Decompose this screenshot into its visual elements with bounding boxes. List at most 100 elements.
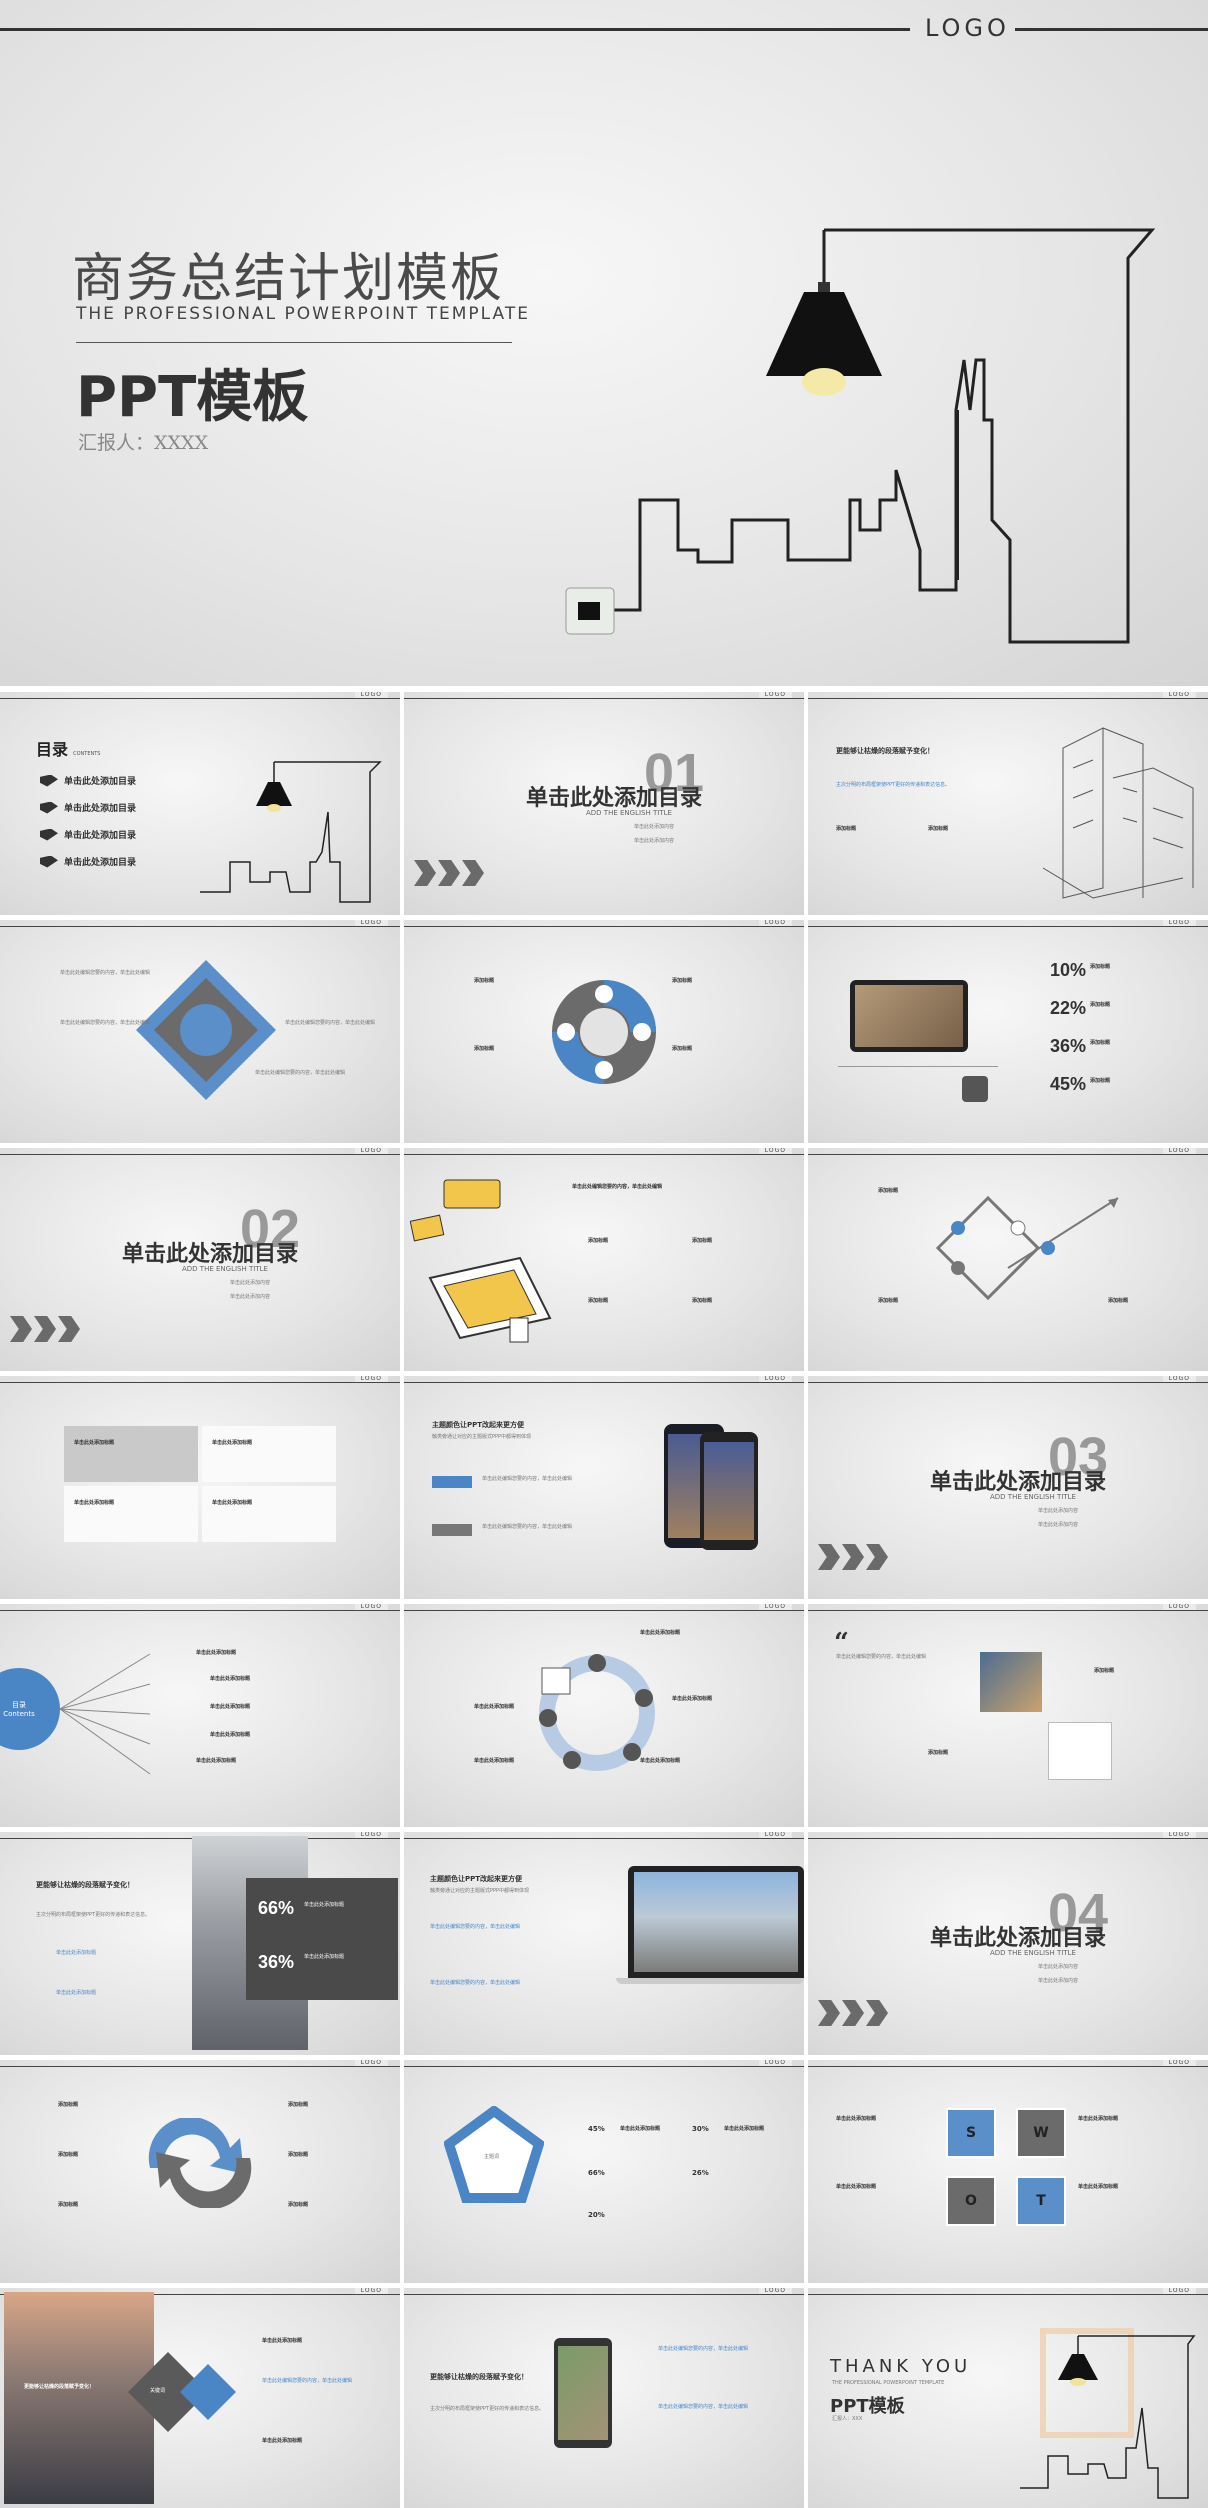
add-title: 添加标题 bbox=[58, 2202, 79, 2208]
cover-top-line-right bbox=[1015, 28, 1208, 31]
cycle-ring-graphic bbox=[552, 980, 656, 1084]
click-title: 单击此处添加标题 bbox=[836, 2116, 877, 2122]
seal-stamp bbox=[1040, 2328, 1134, 2438]
slide-puzzle[interactable]: LOGO 单击此处编辑您要的内容，单击此处编辑 单击此处编辑您要的内容，单击此处… bbox=[0, 920, 400, 1143]
toc-item[interactable]: 单击此处添加目录 bbox=[40, 801, 136, 814]
thank-subtitle: THE PROFESSIONAL POWERPOINT TEMPLATE bbox=[832, 2380, 945, 2386]
body-text: 单击此处编辑您要的内容，单击此处编辑 bbox=[430, 1980, 521, 1986]
lamp-shade bbox=[766, 292, 882, 376]
click-title: 单击此处添加标题 bbox=[210, 1732, 251, 1738]
thank-you-title: THANK YOU bbox=[830, 2356, 972, 2377]
section-bullet: 单击此处添加内容 bbox=[634, 824, 675, 830]
add-title: 添加标题 bbox=[288, 2102, 309, 2108]
click-title: 单击此处添加标题 bbox=[262, 2438, 303, 2444]
add-title: 添加标题 bbox=[1090, 1002, 1111, 1008]
click-title: 单击此处添加标题 bbox=[1078, 2116, 1119, 2122]
slide-refresh-arrows[interactable]: LOGO 添加标题 添加标题 添加标题 添加标题 添加标题 添加标题 bbox=[0, 2060, 400, 2283]
slide-phone[interactable]: LOGO 主题颜色让PPT改起来更方便 触类旁通让对应的主题版式PPP中都得到体… bbox=[404, 1376, 804, 1599]
cover-logo: LOGO bbox=[925, 14, 1010, 42]
cover-title: 商务总结计划模板 bbox=[72, 249, 505, 309]
chevron-arrows-icon bbox=[818, 1544, 888, 1570]
add-title: 添加标题 bbox=[1090, 964, 1111, 970]
add-title: 添加标题 bbox=[474, 978, 495, 984]
slide-toc[interactable]: LOGO 目录 CONTENTS 单击此处添加目录 单击此处添加目录 单击此处添… bbox=[0, 692, 400, 915]
body-text: 单击此处编辑您要的内容，单击此处编辑 bbox=[60, 970, 151, 976]
cover-subtitle: THE PROFESSIONAL POWERPOINT TEMPLATE bbox=[76, 304, 530, 324]
slide-boxes[interactable]: LOGO 单击此处添加标题 单击此处添加标题 单击此处添加标题 单击此处添加标题 bbox=[0, 1376, 400, 1599]
click-title: 单击此处添加标题 bbox=[620, 2126, 661, 2132]
slide-section-01[interactable]: LOGO 01 单击此处添加目录 ADD THE ENGLISH TITLE 单… bbox=[404, 692, 804, 915]
chevron-arrows-icon bbox=[10, 1316, 80, 1342]
slide-thank-you[interactable]: LOGO THANK YOU THE PROFESSIONAL POWERPOI… bbox=[808, 2288, 1208, 2508]
swot-t: T bbox=[1016, 2176, 1066, 2226]
toc-item[interactable]: 单击此处添加目录 bbox=[40, 828, 136, 841]
slide-quote-cloud[interactable]: LOGO “ 单击此处编辑您要的内容，单击此处编辑 添加标题 添加标题 bbox=[808, 1604, 1208, 1827]
section-number: 03 bbox=[1048, 1427, 1109, 1487]
slide-laptop-items[interactable]: LOGO 单击此处编辑您要的内容，单击此处编辑 添加标题 添加标题 添加标题 添… bbox=[404, 1148, 804, 1371]
body-text: 单击此处编辑您要的内容，单击此处编辑 bbox=[658, 2346, 749, 2352]
slide-tablet-map[interactable]: LOGO 更能够让枯燥的段落赋予变化！ 主次分明的布局框架使PPT更好的传递和表… bbox=[404, 2288, 804, 2508]
swot-w: W bbox=[1016, 2108, 1066, 2158]
slide-diamond-arrow[interactable]: LOGO 添加标题 添加标题 添加标题 bbox=[808, 1148, 1208, 1371]
click-title: 单击此处添加标题 bbox=[210, 1676, 251, 1682]
section-number: 02 bbox=[240, 1199, 301, 1259]
cursor-icon bbox=[40, 801, 58, 814]
cover-slide[interactable]: LOGO 商务总结计划模板 THE PROFESSIONAL POWERPOIN… bbox=[0, 0, 1208, 686]
stat-sixty: 66% bbox=[258, 1898, 295, 1918]
toc-list: 单击此处添加目录 单击此处添加目录 单击此处添加目录 单击此处添加目录 bbox=[40, 774, 136, 882]
click-title: 单击此处添加标题 bbox=[56, 1990, 97, 1996]
slide-cycle-arrows[interactable]: LOGO 单击此处添加标题 单击此处添加标题 单击此处添加标题 单击此处添加标题… bbox=[404, 1604, 804, 1827]
slide-section-03[interactable]: LOGO 03 单击此处添加目录 ADD THE ENGLISH TITLE 单… bbox=[808, 1376, 1208, 1599]
add-title: 添加标题 bbox=[672, 978, 693, 984]
slide-laptop-photo[interactable]: LOGO 主题颜色让PPT改起来更方便 触类旁通让对应的主题版式PPP中都得到体… bbox=[404, 1832, 804, 2055]
section-title: 单击此处添加目录 bbox=[930, 1470, 1107, 1495]
slide-keyword-photo[interactable]: LOGO 更能够让枯燥的段落赋予变化！ 关键词 单击此处添加标题 单击此处编辑您… bbox=[0, 2288, 400, 2508]
slide-section-04[interactable]: LOGO 04 单击此处添加目录 ADD THE ENGLISH TITLE 单… bbox=[808, 1832, 1208, 2055]
add-title: 添加标题 bbox=[692, 1298, 713, 1304]
body-text: 单击此处编辑您要的内容，单击此处编辑 bbox=[285, 1020, 376, 1026]
section-en: ADD THE ENGLISH TITLE bbox=[586, 809, 672, 817]
theme-head: 主题颜色让PPT改起来更方便 bbox=[430, 1875, 523, 1883]
add-title: 添加标题 bbox=[1090, 1040, 1111, 1046]
cursor-icon bbox=[40, 855, 58, 868]
stats-divider bbox=[838, 1066, 998, 1067]
add-title: 添加标题 bbox=[878, 1298, 899, 1304]
add-title: 添加标题 bbox=[928, 1750, 949, 1756]
add-title: 添加标题 bbox=[1090, 1078, 1111, 1084]
content-box bbox=[64, 1426, 198, 1482]
slide-section-02[interactable]: LOGO 02 单击此处添加目录 ADD THE ENGLISH TITLE 单… bbox=[0, 1148, 400, 1371]
diamond-arrow-graphic bbox=[935, 1195, 1119, 1301]
contents-circle: 目录 Contents bbox=[0, 1668, 60, 1750]
refresh-arrows-graphic bbox=[148, 2118, 252, 2208]
slide-city-stats[interactable]: LOGO 更能够让枯燥的段落赋予变化！ 主次分明的布局框架使PPT更好的传递和表… bbox=[0, 1832, 400, 2055]
chevron-arrows-icon bbox=[818, 2000, 888, 2026]
toc-item[interactable]: 单击此处添加目录 bbox=[40, 774, 136, 787]
content-box bbox=[64, 1486, 198, 1542]
click-title: 单击此处添加标题 bbox=[212, 1440, 253, 1446]
chart-percent: 30% bbox=[692, 2125, 709, 2133]
click-title: 单击此处添加标题 bbox=[304, 1902, 345, 1908]
section-number: 01 bbox=[644, 743, 705, 803]
body-text: 单击此处编辑您要的内容，单击此处编辑 bbox=[658, 2404, 749, 2410]
chart-percent: 66% bbox=[588, 2169, 605, 2177]
chart-percent: 45% bbox=[588, 2125, 605, 2133]
slide-contents-fan[interactable]: LOGO 目录 Contents 单击此处添加标题 单击此处添加标题 单击此处添加… bbox=[0, 1604, 400, 1827]
para-sub: 主次分明的布局框架使PPT更好的传递和表达信息。 bbox=[836, 782, 951, 788]
click-title: 单击此处添加标题 bbox=[640, 1630, 681, 1636]
toc-item[interactable]: 单击此处添加目录 bbox=[40, 855, 136, 868]
slide-circle-cycle[interactable]: LOGO 添加标题 添加标题 添加标题 添加标题 bbox=[404, 920, 804, 1143]
slide-tablet-stats[interactable]: LOGO 10% 22% 36% 45% 添加标题 添加标题 添加标题 添加标题 bbox=[808, 920, 1208, 1143]
slide-swot[interactable]: LOGO S W O T 单击此处添加标题 单击此处添加标题 单击此处添加标题 … bbox=[808, 2060, 1208, 2283]
slide-sketch-text[interactable]: LOGO 更能够让枯燥的段落赋予变化！ 主次分明的布局框架使PPT更好的传递和表… bbox=[808, 692, 1208, 915]
click-title: 单击此处添加标题 bbox=[474, 1704, 515, 1710]
click-title: 单击此处添加标题 bbox=[74, 1440, 115, 1446]
tablet-map-image bbox=[554, 2338, 612, 2448]
body-text: 单击此处编辑您要的内容，单击此处编辑 bbox=[430, 1924, 521, 1930]
slide-pentagon-percent[interactable]: LOGO 主题词 45% 30% 66% 26% 20% 单击此处添加标题 单击… bbox=[404, 2060, 804, 2283]
phone-image bbox=[700, 1432, 758, 1550]
click-title: 单击此处添加标题 bbox=[672, 1696, 713, 1702]
sunset-city-photo bbox=[4, 2292, 154, 2504]
click-title: 单击此处添加标题 bbox=[56, 1950, 97, 1956]
click-title: 单击此处添加标题 bbox=[474, 1758, 515, 1764]
click-title: 单击此处添加标题 bbox=[640, 1758, 681, 1764]
